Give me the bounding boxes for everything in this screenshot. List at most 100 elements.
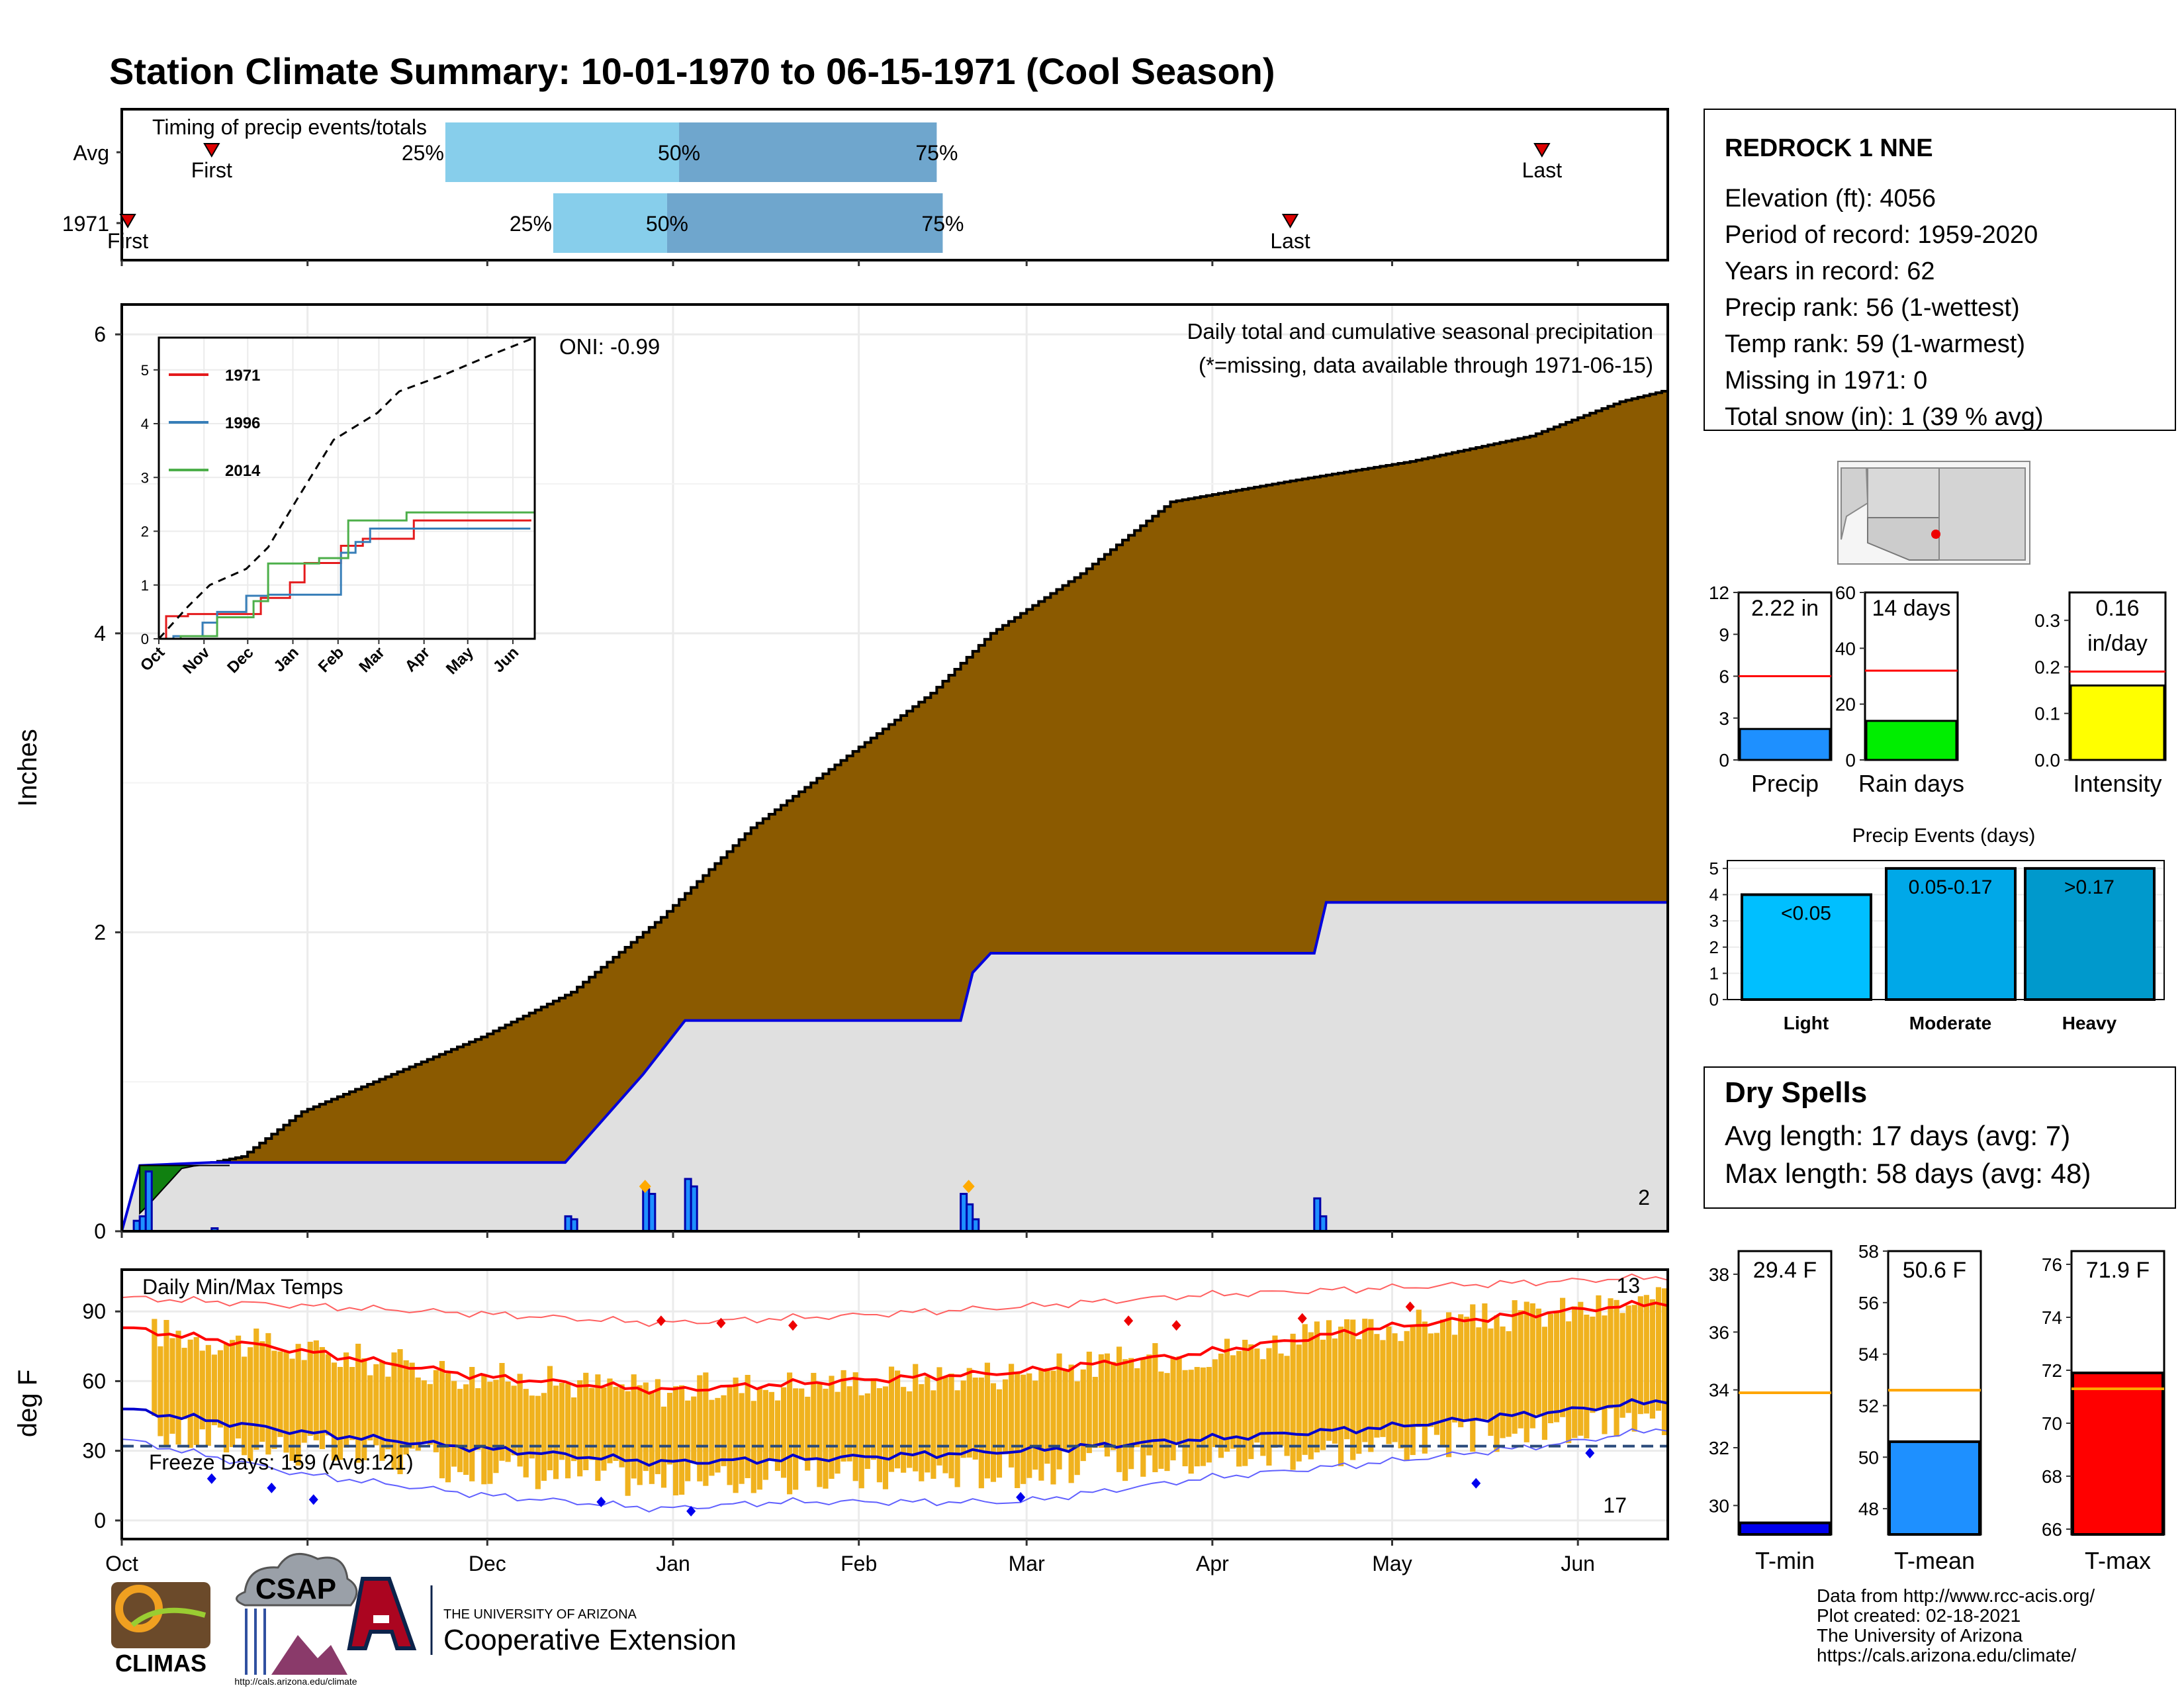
mini-bar-y-tick-label: 0.0 xyxy=(2034,750,2060,771)
csap-mountains xyxy=(271,1635,347,1675)
precip-y-ticks: 0 2 4 6 xyxy=(94,322,1579,1243)
daily-temp-bar xyxy=(211,1354,217,1426)
precip-events-chart: Precip Events (days) <0.05 Light 0.05-0.17… xyxy=(1709,825,2165,1033)
climas-logo-circle xyxy=(115,1585,163,1632)
temp-bar-y-tick-label: 70 xyxy=(2042,1413,2062,1434)
station-detail-line: Precip rank: 56 (1-wettest) xyxy=(1725,294,2020,322)
daily-temp-bar xyxy=(1631,1305,1637,1432)
daily-temp-bar xyxy=(355,1343,361,1463)
daily-temp-bar xyxy=(649,1391,655,1484)
month-x-tick-label: Oct xyxy=(105,1552,138,1575)
daily-temp-bar xyxy=(379,1360,385,1461)
daily-temp-bar xyxy=(1128,1358,1134,1470)
timing-box-25-50 xyxy=(445,122,680,182)
mini-bar-y-tick-label: 20 xyxy=(1835,694,1856,715)
daily-temp-bar xyxy=(931,1390,936,1479)
daily-precip-bars xyxy=(132,1170,1328,1233)
daily-temp-bar xyxy=(565,1383,571,1479)
daily-temp-bar xyxy=(158,1346,163,1436)
month-x-tick-label: Apr xyxy=(1196,1552,1229,1575)
daily-temp-bar xyxy=(942,1376,948,1474)
daily-temp-bar xyxy=(511,1385,517,1456)
mini-bar-y-tick-label: 60 xyxy=(1835,583,1856,603)
daily-temp-bar xyxy=(1026,1373,1032,1478)
events-bar-heavy xyxy=(2024,867,2156,1002)
events-y-tick-label: 5 xyxy=(1709,859,1719,878)
mini-bar-y-tick-label: 40 xyxy=(1835,638,1856,659)
inset-y-tick-label: 2 xyxy=(141,524,149,540)
inset-y-tick-label: 3 xyxy=(141,469,149,486)
daily-temp-bar xyxy=(1176,1356,1182,1445)
daily-temp-bar xyxy=(427,1383,433,1445)
daily-temp-bar xyxy=(793,1388,799,1490)
daily-temp-bar xyxy=(1230,1355,1236,1449)
temp-bar-value xyxy=(2071,1372,2164,1536)
daily-temp-bar xyxy=(613,1387,619,1461)
daily-temp-bar xyxy=(913,1364,919,1472)
csap-rain-bars xyxy=(245,1609,266,1675)
daily-temp-bar xyxy=(715,1397,721,1473)
daily-temp-bar xyxy=(1326,1320,1332,1441)
record-high-marker xyxy=(788,1320,798,1331)
daily-temp-bar xyxy=(1602,1315,1608,1434)
daily-temp-bar xyxy=(1224,1338,1230,1452)
daily-temp-bar xyxy=(499,1362,505,1461)
precip-y-tick-label: 6 xyxy=(94,322,106,346)
daily-temp-bar xyxy=(349,1367,355,1440)
daily-temp-bar xyxy=(1140,1358,1146,1477)
daily-temp-bar xyxy=(493,1380,499,1474)
daily-temp-bar xyxy=(1032,1380,1038,1470)
daily-temp-bar xyxy=(1194,1367,1200,1467)
daily-temp-bar xyxy=(463,1384,469,1476)
daily-temp-bar xyxy=(1547,1314,1554,1424)
daily-temp-bar xyxy=(523,1389,529,1477)
daily-temp-bar xyxy=(637,1385,643,1485)
corner-count: 2 xyxy=(1638,1186,1650,1209)
daily-temp-bar xyxy=(181,1348,187,1419)
map-new-mexico xyxy=(1938,467,2026,561)
timing-box-50-75 xyxy=(679,122,937,182)
dry-spells-box: Dry Spells Avg length: 17 days (avg: 7) … xyxy=(1704,1066,2176,1209)
inset-lines xyxy=(158,336,536,640)
events-bar-label: 0.05-0.17 xyxy=(1909,876,1993,898)
daily-temp-bar xyxy=(1146,1354,1152,1456)
daily-temp-bar xyxy=(799,1388,805,1460)
mini-bar-y-tick-label: 12 xyxy=(1709,583,1729,603)
daily-temp-bar xyxy=(733,1378,739,1493)
events-x-label: Heavy xyxy=(2062,1013,2117,1033)
station-detail-line: Years in record: 62 xyxy=(1725,258,1935,285)
daily-temp-bar xyxy=(895,1370,901,1469)
station-details: Elevation (ft): 4056 Period of record: 19… xyxy=(1725,185,2044,431)
daily-temp-bar xyxy=(1344,1319,1350,1440)
daily-temp-bar xyxy=(823,1388,829,1489)
daily-temp-bar xyxy=(1458,1314,1464,1428)
daily-temp-bar xyxy=(1242,1339,1248,1466)
ua-line1: THE UNIVERSITY OF ARIZONA xyxy=(443,1607,637,1622)
record-max-line xyxy=(121,1273,1668,1327)
daily-temp-bar xyxy=(697,1375,703,1481)
events-x-label: Light xyxy=(1784,1013,1829,1033)
daily-temp-bar xyxy=(253,1329,259,1450)
daily-temp-bar xyxy=(361,1358,367,1460)
mini-bar-xlabel: Intensity xyxy=(2073,770,2161,797)
footer-credit-line: https://cals.arizona.edu/climate/ xyxy=(1817,1645,2076,1665)
climas-logo-swoosh xyxy=(130,1607,206,1628)
daily-temp-bar xyxy=(1518,1310,1524,1429)
station-name: REDROCK 1 NNE xyxy=(1725,134,1933,162)
daily-temp-bar xyxy=(1433,1333,1440,1435)
daily-temp-bar xyxy=(1104,1353,1111,1457)
daily-temp-bar xyxy=(1320,1339,1326,1450)
daily-temp-bar xyxy=(691,1396,697,1463)
mini-bar-y-tick-label: 0.2 xyxy=(2034,657,2060,677)
temp-bar-tmax: 66 68 70 72 74 76 71.9 F T-max xyxy=(2042,1250,2165,1574)
events-bars: <0.05 Light 0.05-0.17 Moderate >0.17 Heavy xyxy=(1741,867,2156,1033)
mini-bar-value xyxy=(1739,727,1831,761)
inset-y-tick-label: 1 xyxy=(141,577,149,594)
daily-temp-bar xyxy=(727,1385,733,1485)
daily-temp-bar xyxy=(768,1391,775,1461)
seasonal-temp-bars: 30 32 34 36 38 29.4 F T-min 48 50 52 54 56 58 50.6 F T… xyxy=(1709,1241,2165,1574)
daily-temp-bar xyxy=(1134,1368,1140,1448)
station-detail-line: Missing in 1971: 0 xyxy=(1725,367,1927,395)
daily-temp-bar xyxy=(242,1356,248,1456)
daily-temp-bar xyxy=(925,1376,931,1473)
